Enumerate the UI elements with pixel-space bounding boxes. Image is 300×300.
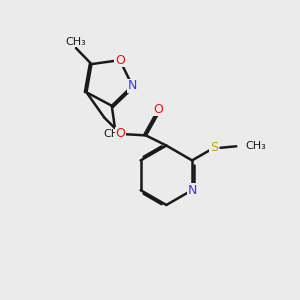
Text: N: N bbox=[188, 184, 197, 196]
Text: O: O bbox=[153, 103, 163, 116]
Text: O: O bbox=[115, 54, 125, 67]
Text: CH₃: CH₃ bbox=[66, 37, 86, 46]
Text: O: O bbox=[116, 128, 126, 140]
Text: S: S bbox=[210, 141, 218, 154]
Text: CH₃: CH₃ bbox=[103, 129, 124, 140]
Text: CH₃: CH₃ bbox=[245, 141, 266, 151]
Text: N: N bbox=[128, 80, 137, 92]
